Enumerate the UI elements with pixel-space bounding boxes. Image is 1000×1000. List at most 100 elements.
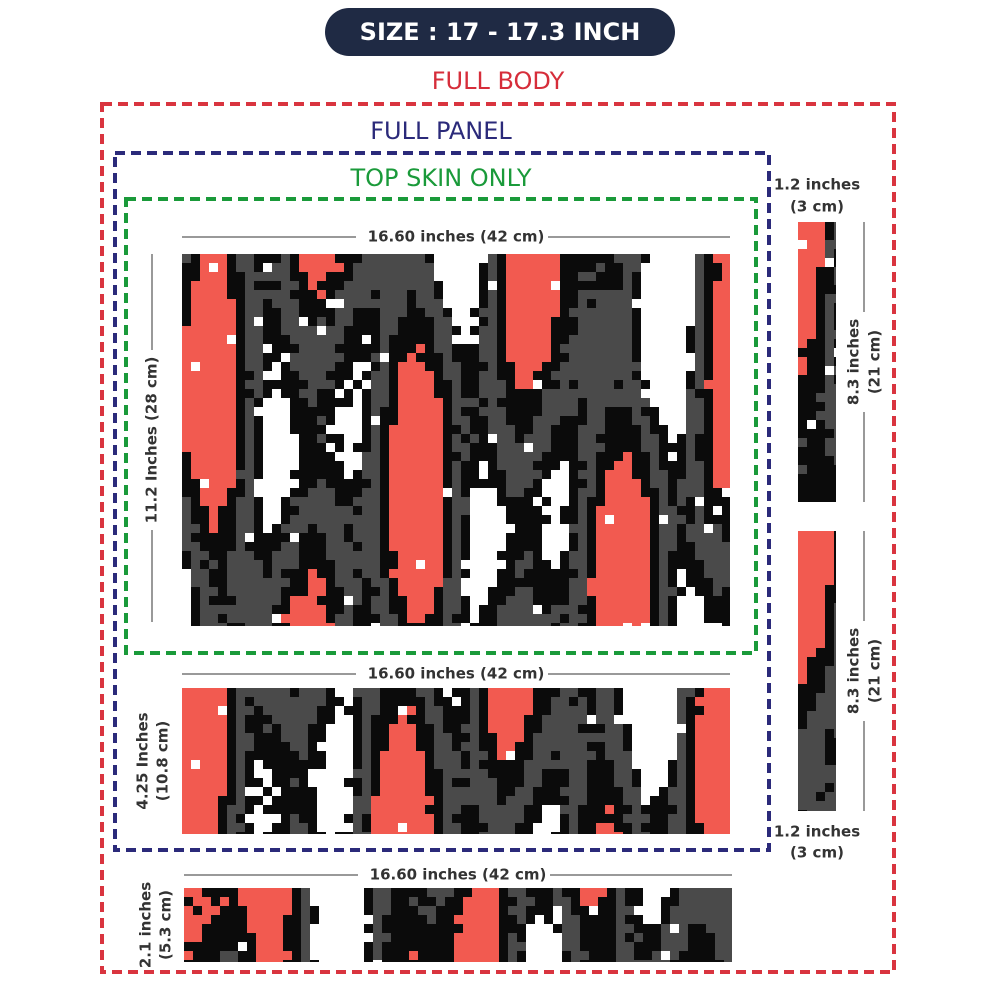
camo-cell: [353, 497, 362, 506]
camo-cell: [299, 389, 308, 398]
camo-cell: [515, 587, 524, 626]
camo-cell: [614, 254, 623, 263]
camo-cell: [364, 915, 373, 924]
camo-cell: [551, 371, 560, 380]
camo-cell: [497, 688, 506, 760]
camo-cell: [371, 688, 380, 715]
camo-cell: [497, 560, 506, 569]
camo-cell: [272, 551, 281, 605]
label-bg: [141, 350, 163, 530]
camo-cell: [560, 623, 569, 626]
camo-cell: [272, 787, 281, 796]
camo-cell: [686, 587, 695, 626]
camo-cell: [310, 888, 319, 906]
camo-cell: [634, 933, 643, 942]
camo-cell: [373, 960, 382, 962]
camo-cell: [425, 688, 434, 724]
camo-cell: [184, 888, 193, 897]
camo-cell: [488, 254, 497, 281]
camo-cell: [553, 888, 562, 906]
camo-cell: [452, 254, 461, 326]
camo-cell: [317, 578, 326, 596]
camo-cell: [443, 488, 452, 497]
camo-cell: [596, 733, 605, 742]
camo-cell: [587, 290, 596, 299]
camo-cell: [479, 488, 488, 605]
camo-cell: [238, 888, 247, 906]
camo-cell: [317, 254, 326, 281]
camo-cell: [461, 742, 470, 751]
camo-cell: [688, 888, 697, 924]
camo-cell: [542, 479, 551, 497]
camo-cell: [254, 407, 263, 416]
camo-cell: [416, 751, 425, 834]
camo-cell: [443, 317, 452, 380]
camo-cell: [182, 254, 191, 263]
camo-cell: [798, 249, 807, 348]
camo-cell: [616, 888, 625, 962]
camo-cell: [497, 805, 506, 834]
camo-cell: [580, 888, 589, 906]
dim-label: 1.2 inches: [774, 823, 860, 841]
camo-cell: [560, 688, 569, 769]
camo-cell: [578, 425, 587, 461]
camo-cell: [418, 906, 427, 915]
camo-cell: [299, 317, 308, 326]
camo-cell: [479, 407, 488, 416]
camo-cell: [353, 796, 362, 834]
camo-cell: [515, 560, 524, 578]
camo-cell: [816, 531, 825, 648]
camo-cell: [834, 765, 836, 811]
camo-cell: [517, 942, 526, 951]
camo-cell: [353, 362, 362, 380]
camo-cell: [632, 380, 641, 425]
camo-cell: [461, 497, 470, 515]
camo-cell: [533, 605, 542, 614]
camo-cell: [371, 371, 380, 416]
camo-cell: [344, 380, 353, 389]
camo-cell: [245, 688, 254, 697]
dim-label: (5.3 cm): [157, 890, 175, 960]
dim-label: 8.3 inches: [845, 628, 863, 714]
dim-label: 16.60 inches (42 cm): [368, 228, 545, 246]
camo-cell: [515, 787, 524, 823]
camo-cell: [560, 344, 569, 353]
camo-cell: [524, 587, 533, 626]
camo-cell: [326, 443, 335, 452]
camo-cell: [191, 769, 200, 834]
camo-cell: [461, 443, 470, 461]
camo-cell: [335, 614, 344, 626]
camo-cell: [713, 688, 722, 834]
label-bg: [358, 864, 550, 886]
camo-cell: [598, 888, 607, 897]
camo-cell: [182, 569, 191, 626]
camo-cell: [553, 933, 562, 962]
camo-cell: [596, 688, 605, 724]
camo-cell: [686, 688, 695, 697]
camo-cell: [263, 796, 272, 805]
camo-cell: [614, 290, 623, 380]
camo-cell: [245, 706, 254, 715]
frame-title: TOP SKIN ONLY: [350, 164, 532, 192]
camo-cell: [191, 362, 200, 371]
camo-cell: [515, 688, 524, 742]
camo-cell: [825, 531, 834, 585]
camo-cell: [825, 294, 834, 366]
camo-cell: [834, 384, 836, 465]
camo-cell: [535, 915, 544, 962]
camo-cell: [290, 778, 299, 787]
camo-cell: [182, 497, 191, 551]
camo-cell: [281, 254, 290, 335]
camo-cell: [506, 425, 515, 497]
camo-cell: [398, 254, 407, 317]
camo-cell: [551, 697, 560, 751]
camo-cell: [623, 452, 632, 623]
camo-cell: [326, 623, 335, 626]
camo-cell: [380, 751, 389, 834]
camo-cell: [281, 353, 290, 362]
camo-cell: [488, 688, 497, 733]
camo-cell: [425, 814, 434, 834]
camo-cell: [398, 706, 407, 715]
camo-cell: [695, 506, 704, 560]
camo-cell: [355, 888, 364, 962]
